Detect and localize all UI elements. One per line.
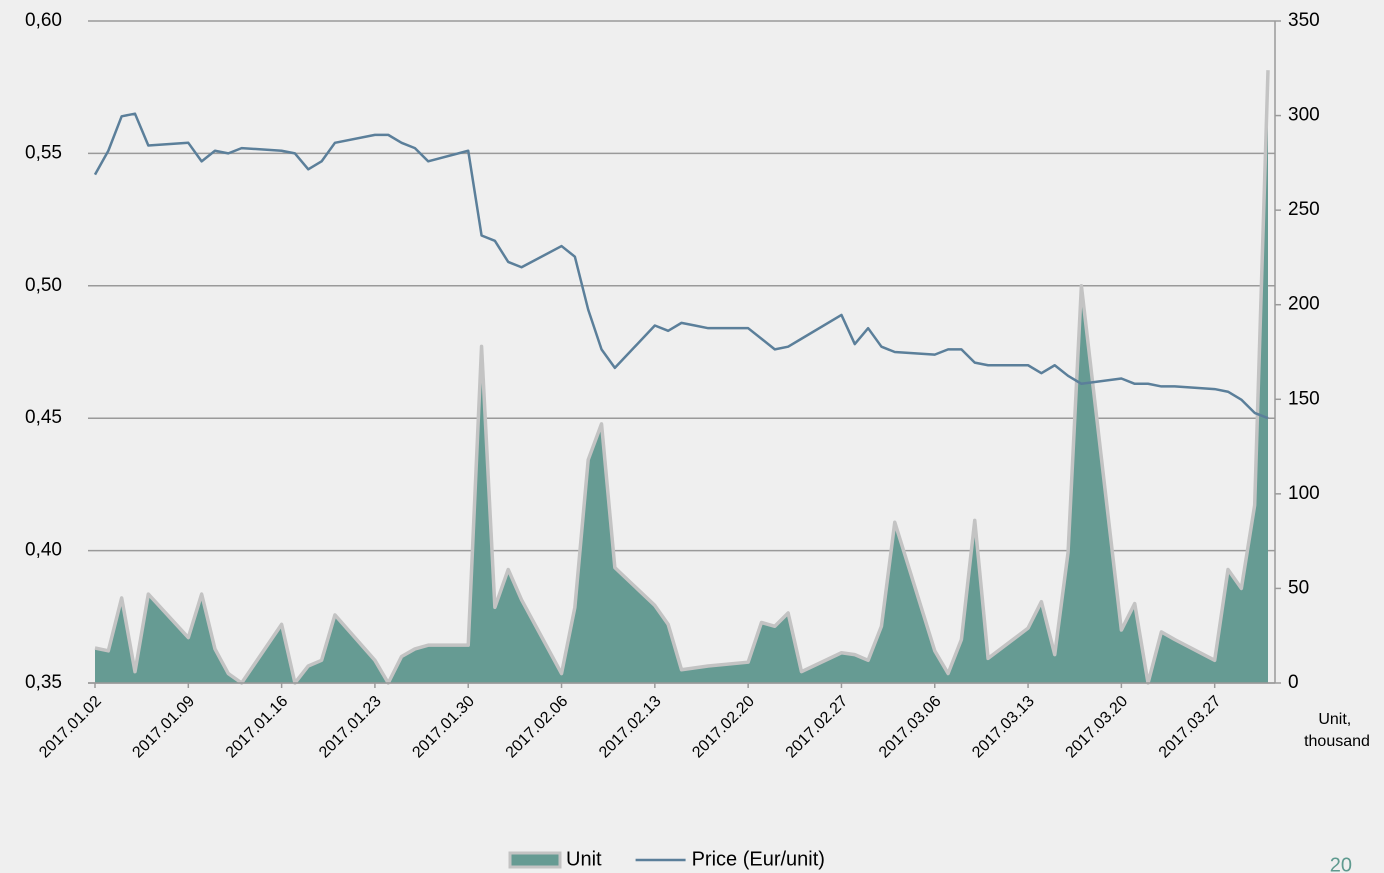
x-tick-label: 2017.01.02 <box>36 693 105 762</box>
x-tick-label: 2017.01.09 <box>129 693 198 762</box>
y2-tick-label: 0 <box>1288 672 1299 693</box>
y2-axis-label: Unit, thousand <box>1304 711 1370 750</box>
y-tick-label: 0,35 <box>25 672 62 693</box>
x-tick-label: 2017.03.27 <box>1156 693 1225 762</box>
x-tick-label: 2017.01.16 <box>223 693 292 762</box>
y2-tick-label: 100 <box>1288 483 1320 504</box>
y2-tick-label: 300 <box>1288 105 1320 126</box>
y-tick-label: 0,50 <box>25 275 62 296</box>
x-tick-label: 2017.03.13 <box>969 693 1038 762</box>
x-tick-label: 2017.02.13 <box>596 693 665 762</box>
x-tick-label: 2017.02.27 <box>783 693 852 762</box>
y-tick-label: 0,45 <box>25 407 62 428</box>
legend-swatch <box>508 851 562 869</box>
x-tick-label: 2017.03.06 <box>876 693 945 762</box>
x-tick-label: 2017.03.20 <box>1063 693 1132 762</box>
x-tick-label: 2017.01.23 <box>316 693 385 762</box>
x-tick-label: 2017.01.30 <box>409 693 478 762</box>
y2-tick-label: 250 <box>1288 199 1320 220</box>
y2-tick-label: 50 <box>1288 577 1309 598</box>
page-number: 20 <box>1330 854 1352 873</box>
y2-tick-label: 350 <box>1288 10 1320 31</box>
y-tick-label: 0,60 <box>25 10 62 31</box>
x-tick-label: 2017.02.06 <box>503 693 572 762</box>
y-tick-label: 0,40 <box>25 540 62 561</box>
legend-label: Price (Eur/unit) <box>692 848 825 870</box>
area-outline <box>94 70 1270 685</box>
y-tick-label: 0,55 <box>25 142 62 163</box>
y2-tick-label: 150 <box>1288 388 1320 409</box>
y2-tick-label: 200 <box>1288 294 1320 315</box>
price-line <box>93 112 1269 420</box>
legend-label: Unit <box>566 848 602 870</box>
x-tick-label: 2017.02.20 <box>689 693 758 762</box>
